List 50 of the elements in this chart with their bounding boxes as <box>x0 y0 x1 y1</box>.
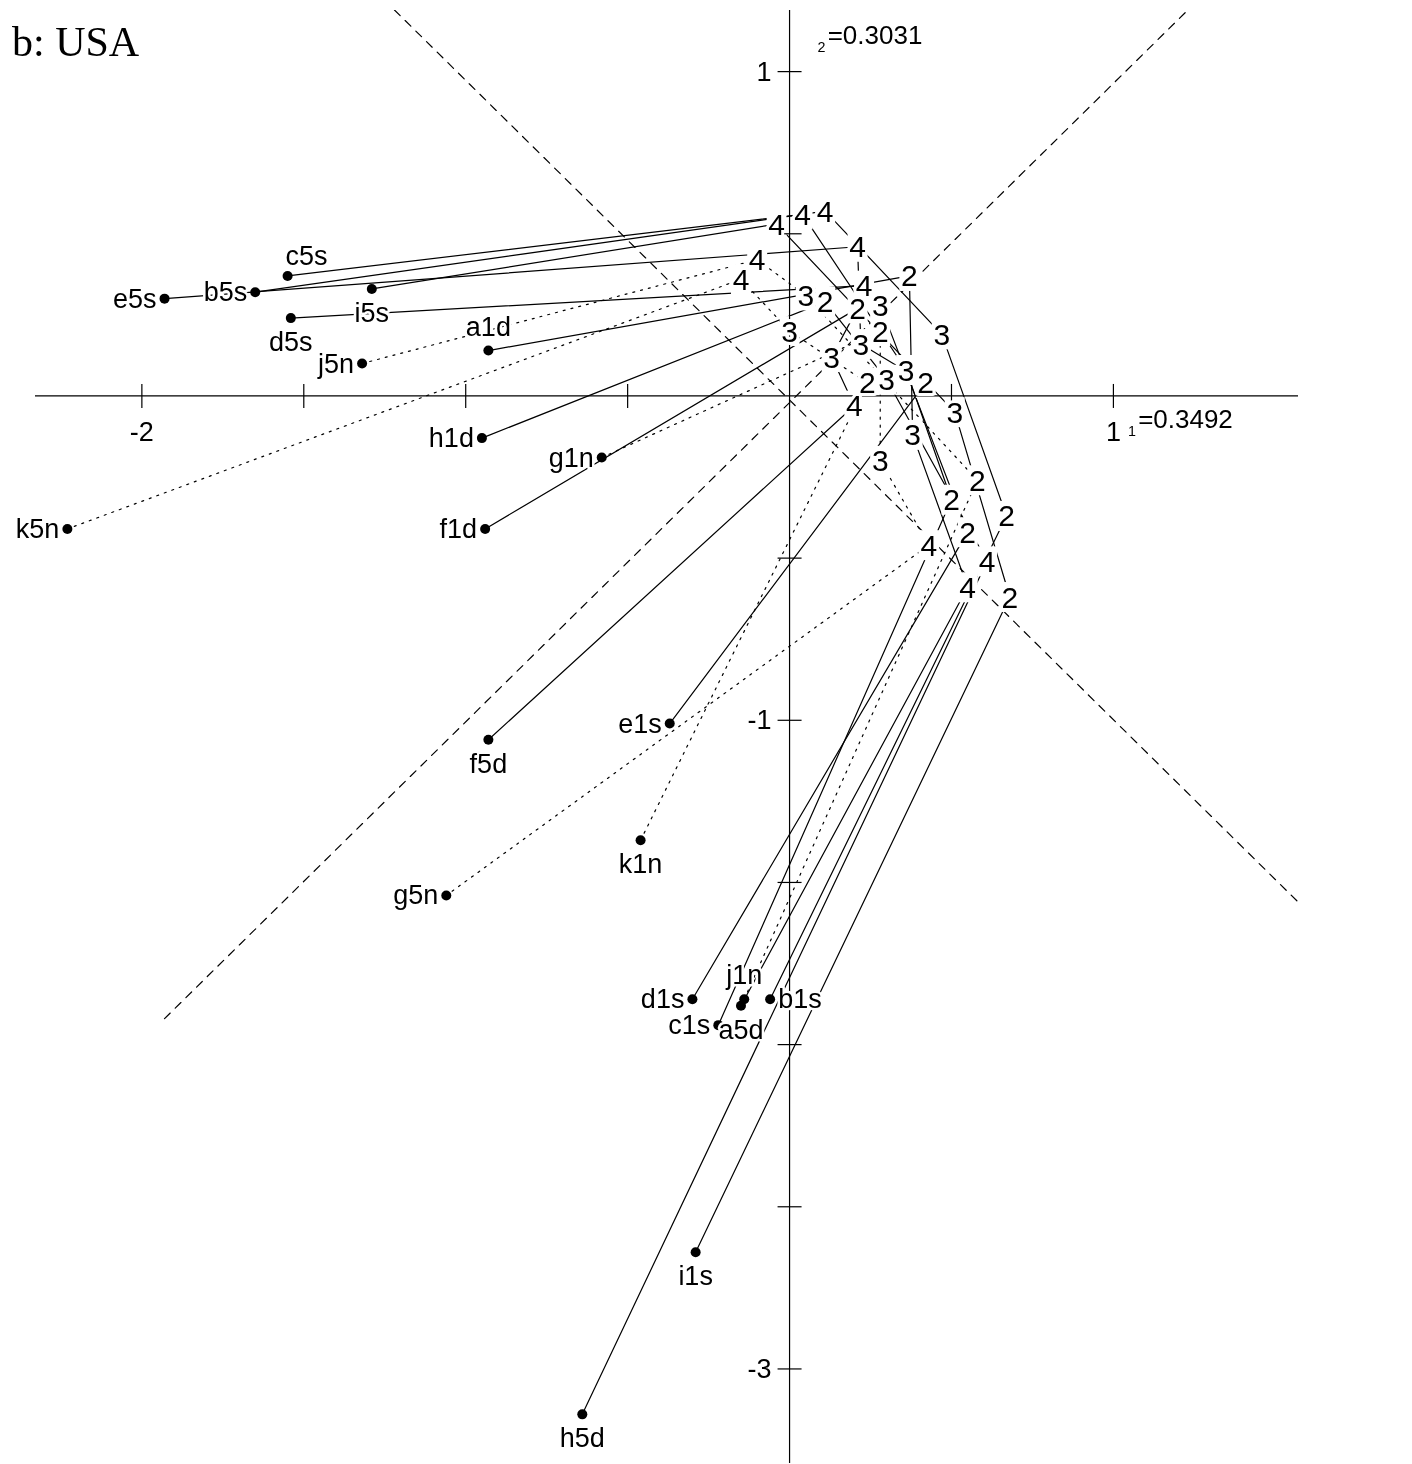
annotation: f5d <box>469 748 508 779</box>
annotation: h5d <box>559 1423 605 1454</box>
annotation: a1d <box>465 311 511 342</box>
annotation: f1d <box>439 513 478 544</box>
y-tick-label: -1 <box>747 705 772 736</box>
annotation: g1n <box>548 442 594 473</box>
annotation: 4 <box>816 194 834 228</box>
annotation: 3 <box>933 317 951 351</box>
annotation: j5n <box>317 348 355 379</box>
x-axis-title: $_{1}$=0.3492 <box>1128 403 1233 439</box>
annotation: 2 <box>1001 580 1019 614</box>
annotation: 3 <box>823 340 841 374</box>
annotation: 4 <box>959 570 977 604</box>
y-tick-label: -3 <box>747 1353 772 1384</box>
annotation: g5n <box>393 880 439 911</box>
annotation: 4 <box>794 197 811 231</box>
annotation: 4 <box>849 230 866 264</box>
annotation: 3 <box>878 363 896 397</box>
annotation: 4 <box>768 207 785 241</box>
annotation: 3 <box>852 327 870 361</box>
annotation: k5n <box>15 513 60 544</box>
annotation: a5d <box>718 1014 764 1045</box>
annotation: 2 <box>917 366 934 400</box>
annotation: 3 <box>897 353 915 387</box>
annotation: 2 <box>816 285 834 319</box>
annotation: 3 <box>871 444 889 478</box>
y-axis-title: $_{2}$=0.3031 <box>817 20 923 55</box>
annotation: e5s <box>112 283 157 314</box>
annotation: 3 <box>797 278 815 312</box>
annotation: 2 <box>959 515 977 549</box>
annotation: 3 <box>871 288 889 322</box>
annotation: 4 <box>920 528 938 562</box>
annotation: 2 <box>998 499 1015 533</box>
annotation: d5s <box>269 327 313 358</box>
annotation: 2 <box>943 483 960 517</box>
chart-title: b: USA <box>12 18 140 66</box>
y-tick-label: 1 <box>756 56 772 87</box>
annotation: 2 <box>901 259 918 293</box>
annotation: 3 <box>904 418 921 452</box>
annotation: 4 <box>732 262 750 296</box>
annotation: 3 <box>946 395 964 429</box>
annotation: 4 <box>748 243 766 277</box>
annotation: e1s <box>618 708 662 739</box>
annotation: h1d <box>428 423 474 454</box>
annotation: 4 <box>978 544 996 578</box>
annotation: c5s <box>285 240 328 271</box>
annotation: k1n <box>618 849 663 880</box>
annotation: i1s <box>678 1261 713 1292</box>
x-tick-label: -2 <box>129 416 154 447</box>
annotation: 2 <box>969 463 986 497</box>
